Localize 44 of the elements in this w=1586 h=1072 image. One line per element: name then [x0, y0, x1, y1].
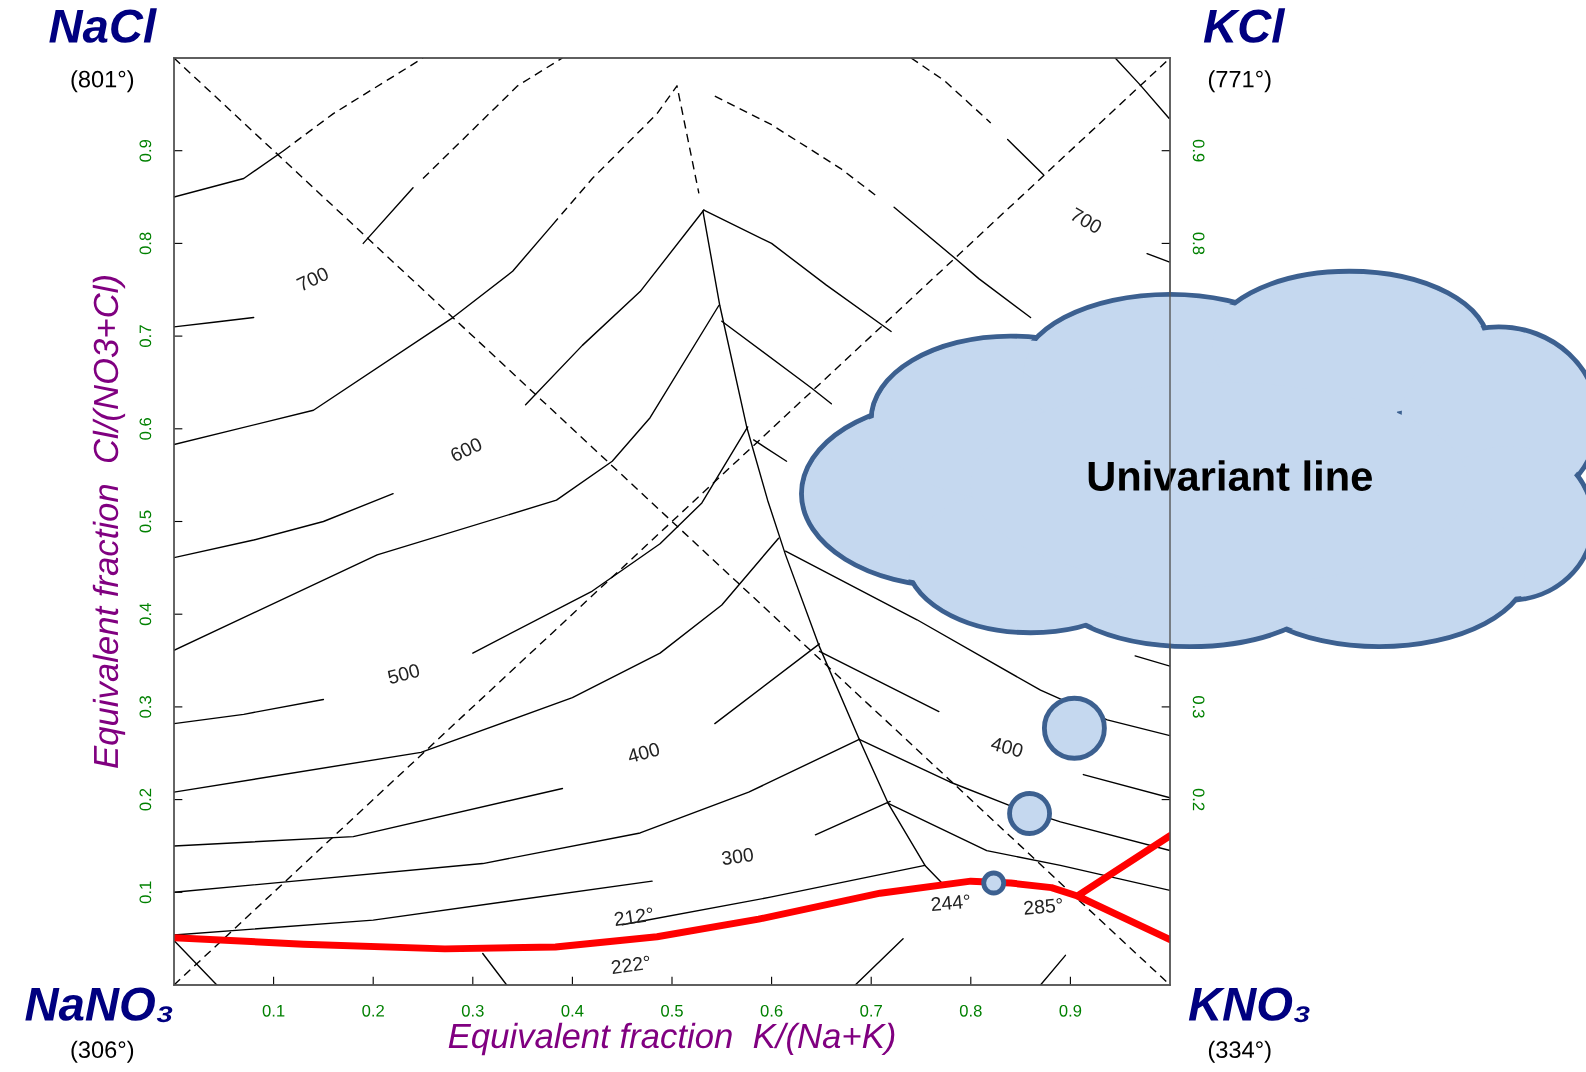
annotation: 400: [626, 741, 661, 764]
text: (771°): [1208, 70, 1271, 93]
text: NaNO₃: [25, 987, 173, 1023]
y2-tick-label: 0.2: [1192, 788, 1205, 811]
annotation: 500: [386, 663, 421, 685]
annotation: 400: [990, 736, 1024, 758]
text: (801°): [71, 70, 134, 93]
y2-tick-label: 0.9: [1192, 139, 1205, 162]
y-tick-label: 0.4: [139, 603, 152, 626]
annotation: 212°: [614, 907, 654, 926]
y-tick-label: 0.6: [139, 417, 152, 440]
y2-tick-label: 0.8: [1192, 232, 1205, 255]
x-tick-label: 0.3: [461, 1004, 484, 1017]
text: (334°): [1208, 1040, 1271, 1063]
text: (306°): [71, 1040, 134, 1063]
annotation: 222°: [611, 955, 651, 975]
x-tick-label: 0.9: [1059, 1004, 1082, 1017]
annotation: 700: [296, 266, 330, 292]
annotation: 600: [449, 436, 484, 463]
annotation: 300: [721, 847, 754, 866]
text: KNO₃: [1188, 987, 1310, 1023]
y-axis-title: Equivalent fraction Cl/(NO3+Cl): [92, 276, 126, 768]
x-tick-label: 0.4: [561, 1004, 584, 1017]
x-tick-label: 0.8: [959, 1004, 982, 1017]
y-tick-label: 0.3: [139, 696, 152, 718]
annotation: 700: [1069, 207, 1104, 235]
y-tick-label: 0.1: [139, 881, 152, 904]
annotation: Univariant line: [1088, 460, 1372, 491]
x-tick-label: 0.1: [262, 1004, 285, 1017]
x-axis-title: Equivalent fraction K/(Na+K): [448, 1022, 895, 1056]
x-tick-label: 0.6: [760, 1004, 783, 1017]
y-tick-label: 0.8: [139, 232, 152, 255]
y2-tick-label: 0.3: [1192, 695, 1205, 718]
text: NaCl: [49, 8, 157, 43]
y-tick-label: 0.5: [139, 510, 152, 533]
y-tick-label: 0.7: [139, 325, 152, 348]
x-tick-label: 0.7: [860, 1004, 882, 1017]
text: KCl: [1203, 8, 1286, 43]
y-tick-label: 0.9: [139, 139, 152, 162]
annotation: 285°: [1023, 897, 1063, 915]
x-tick-label: 0.2: [362, 1004, 384, 1017]
x-tick-label: 0.5: [661, 1004, 683, 1017]
y-tick-label: 0.2: [139, 788, 152, 811]
annotation: 244°: [931, 894, 971, 912]
